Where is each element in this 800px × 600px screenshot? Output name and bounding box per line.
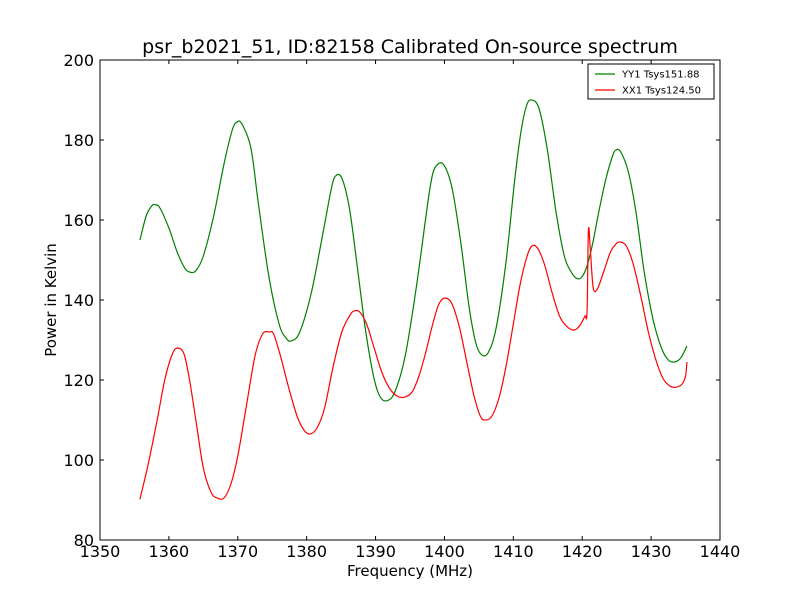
y-tick-label: 120 [63,371,94,390]
series-line-1 [139,99,688,402]
legend: YY1 Tsys151.88 XX1 Tsys124.50 [587,63,715,100]
x-tick-label: 1350 [80,542,121,561]
x-tick-label: 1390 [355,542,396,561]
legend-label-series-1: YY1 Tsys151.88 [621,70,700,81]
x-tick-label: 1380 [286,542,327,561]
y-tick-label: 200 [63,51,94,70]
series-line-2 [139,227,688,500]
y-tick-label: 80 [74,531,94,550]
y-axis-label: Power in Kelvin [42,243,60,357]
chart-title: psr_b2021_51, ID:82158 Calibrated On-sou… [142,36,678,58]
y-tick-label: 100 [63,451,94,470]
y-tick-label: 180 [63,131,94,150]
x-tick-label: 1360 [149,542,190,561]
x-axis-label: Frequency (MHz) [347,562,473,580]
legend-box [587,63,715,100]
x-tick-label: 1370 [217,542,258,561]
series-layer [139,99,688,500]
x-tick-label: 1430 [631,542,672,561]
y-tick-label: 140 [63,291,94,310]
x-tick-label: 1410 [493,542,534,561]
y-tick-label: 160 [63,211,94,230]
y-axis-ticks: 80 100 120 140 160 180 200 [63,51,720,550]
x-tick-label: 1420 [562,542,603,561]
x-axis-ticks: 1350 1360 1370 1380 1390 1400 1410 1420 1430 1440 [80,60,741,561]
x-tick-label: 1440 [700,542,741,561]
x-tick-label: 1400 [424,542,465,561]
legend-label-series-2: XX1 Tsys124.50 [622,86,701,97]
plot-area: 1350 1360 1370 1380 1390 1400 1410 1420 1430 1440… [63,51,740,561]
